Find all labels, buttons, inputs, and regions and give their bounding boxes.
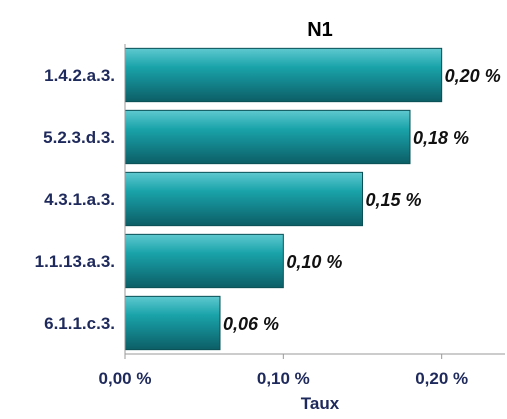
category-label: 5.2.3.d.3. bbox=[43, 128, 115, 147]
chart-title: N1 bbox=[307, 19, 333, 41]
data-label: 0,06 % bbox=[223, 314, 279, 334]
category-label: 6.1.1.c.3. bbox=[44, 314, 115, 333]
x-axis-label: Taux bbox=[301, 394, 340, 413]
bar-4 bbox=[124, 233, 284, 289]
data-label: 0,10 % bbox=[286, 252, 342, 272]
x-tick-label: 0,10 % bbox=[257, 369, 310, 388]
data-label: 0,15 % bbox=[366, 190, 422, 210]
category-label: 4.3.1.a.3. bbox=[44, 190, 115, 209]
axes: 0,00 % 0,10 % 0,20 % bbox=[99, 44, 505, 388]
bar-3 bbox=[124, 171, 363, 227]
bars-layer: 1.4.2.a.3. 0,20 % 5.2.3.d.3. 0,18 % 4.3.1.a.… bbox=[35, 47, 501, 351]
category-label: 1.1.13.a.3. bbox=[35, 252, 115, 271]
data-label: 0,20 % bbox=[445, 66, 501, 86]
x-tick-label: 0,20 % bbox=[415, 369, 468, 388]
bar-5 bbox=[124, 295, 221, 351]
data-label: 0,18 % bbox=[413, 128, 469, 148]
bar-1 bbox=[124, 47, 443, 103]
category-label: 1.4.2.a.3. bbox=[44, 66, 115, 85]
x-tick-label: 0,00 % bbox=[99, 369, 152, 388]
bar-2 bbox=[124, 109, 411, 165]
